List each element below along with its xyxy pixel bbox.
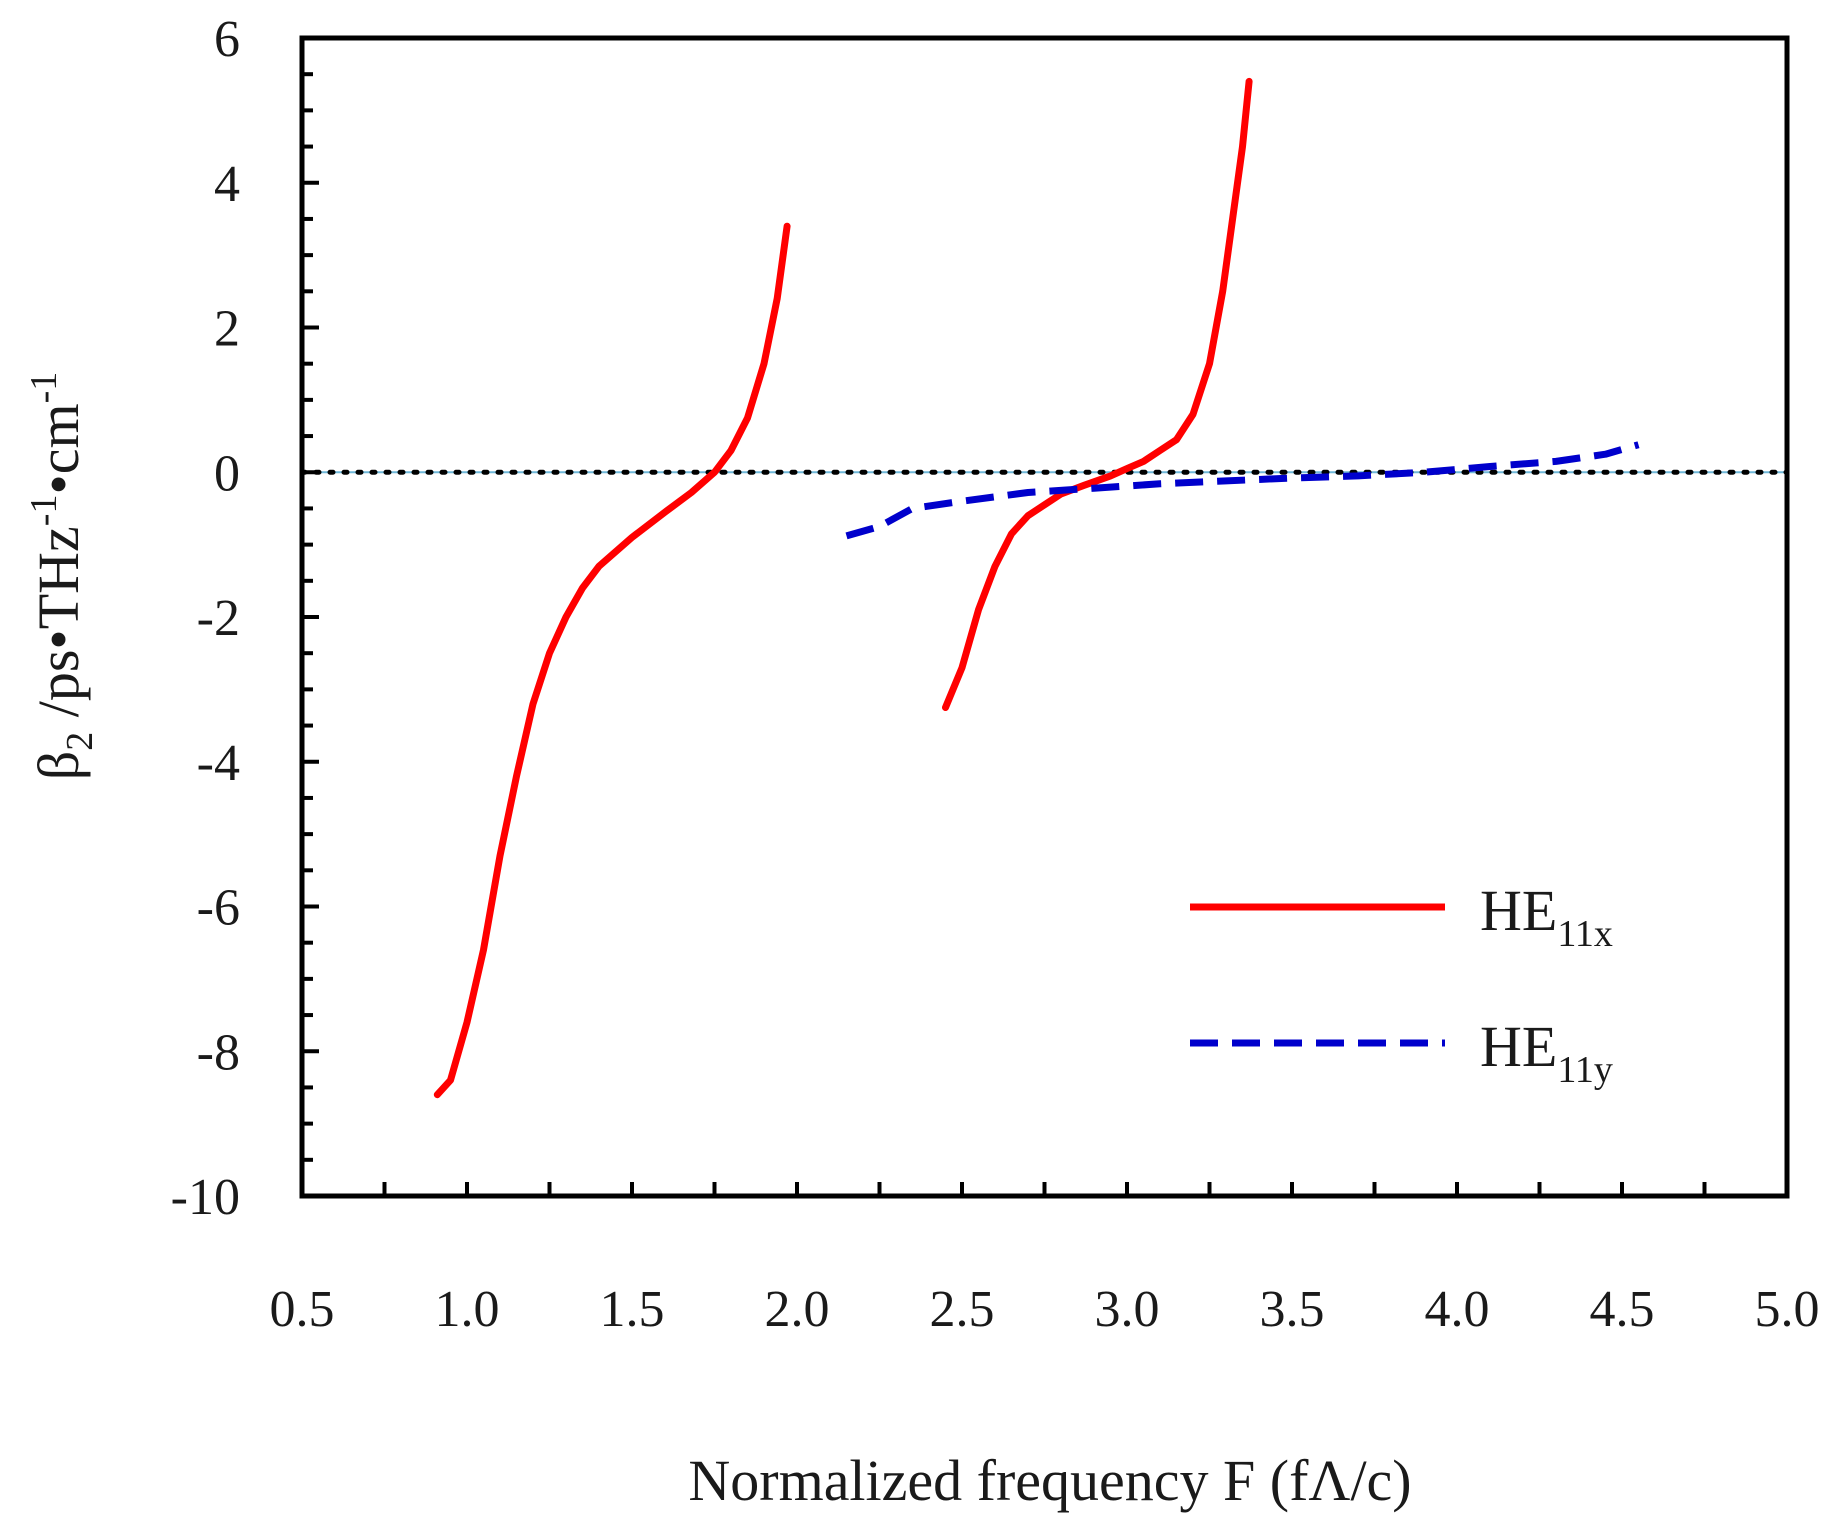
y-axis-title: β2 /ps•THz-1•cm-1 <box>23 372 101 781</box>
x-tick-label: 4.5 <box>1590 1281 1655 1338</box>
series-he11x-segment-1 <box>942 77 1253 711</box>
y-tick-label: 0 <box>214 445 240 502</box>
x-tick-label: 1.5 <box>600 1281 665 1338</box>
x-tick-label: 0.5 <box>270 1281 335 1338</box>
legend-label-he11y-sub: 11y <box>1557 1049 1613 1091</box>
x-tick-label: 2.5 <box>930 1281 995 1338</box>
legend-label-he11y-base: HE <box>1480 1014 1557 1079</box>
y-axis-title-sup2: -1 <box>23 372 65 404</box>
y-axis-title-sub: 2 <box>59 732 101 751</box>
x-tick-label: 3.0 <box>1095 1281 1160 1338</box>
plot-frame <box>299 35 1790 1199</box>
x-tick-label: 1.0 <box>435 1281 500 1338</box>
y-tick-label: -4 <box>197 735 240 792</box>
legend-label-he11x: HE11x <box>1480 878 1613 955</box>
y-axis-title-mid: •cm <box>26 403 91 494</box>
axes <box>299 35 1790 1199</box>
x-tick-label: 2.0 <box>765 1281 830 1338</box>
tick-labels: 0.5 1.0 1.5 2.0 2.5 3.0 3.5 4.0 4.5 5.0 -10 -8 -6 -4 -… <box>171 11 1820 1338</box>
x-axis-title: Normalized frequency F (fΛ/c) <box>688 1448 1411 1513</box>
x-tick-label: 4.0 <box>1425 1281 1490 1338</box>
series-he11y-segment-0 <box>845 441 1640 540</box>
y-tick-label: 4 <box>214 156 240 213</box>
series-he11x-segment-0 <box>433 222 791 1099</box>
plot-area <box>299 77 1790 1099</box>
y-tick-label: 6 <box>214 11 240 68</box>
y-tick-label: -8 <box>197 1024 240 1081</box>
legend-label-he11x-sub: 11x <box>1557 913 1613 955</box>
legend-label-he11y: HE11y <box>1480 1014 1613 1091</box>
x-tick-label: 5.0 <box>1755 1281 1820 1338</box>
y-tick-label: 2 <box>214 301 240 358</box>
legend: HE11x HE11y <box>1190 878 1613 1091</box>
legend-label-he11x-base: HE <box>1480 878 1557 943</box>
x-tick-label: 3.5 <box>1260 1281 1325 1338</box>
y-axis-title-rest: /ps•THz <box>26 526 91 732</box>
y-tick-label: -10 <box>171 1169 240 1226</box>
y-axis-title-sup1: -1 <box>23 495 65 527</box>
y-axis-title-base: β <box>26 751 91 781</box>
y-tick-label: -6 <box>197 880 240 937</box>
y-tick-label: -2 <box>197 590 240 647</box>
